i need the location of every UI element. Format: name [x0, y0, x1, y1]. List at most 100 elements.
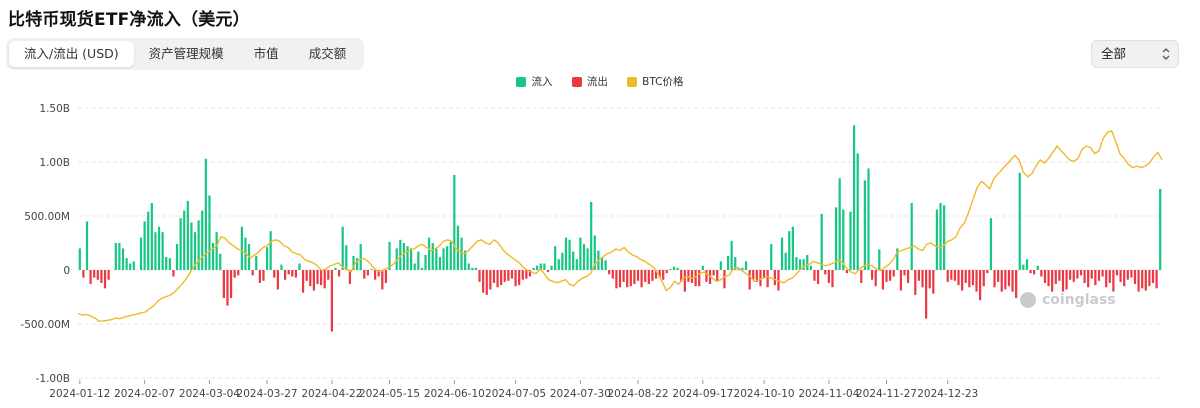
outflow-bar: [1043, 270, 1047, 283]
y-tick-label: 1.00B: [39, 157, 70, 169]
inflow-bar: [896, 248, 899, 270]
etf-filter-value: 全部: [1101, 46, 1127, 61]
inflow-bar: [838, 178, 841, 270]
x-tick-label: 2024-03-04: [179, 388, 240, 400]
page-title: 比特币现货ETF净流入（美元）: [8, 10, 250, 30]
inflow-bar: [943, 205, 946, 270]
x-tick-label: 2024-03-27: [237, 388, 298, 400]
outflow-bar: [237, 270, 240, 276]
outflow-bar: [626, 270, 629, 288]
coinglass-watermark: coinglass: [1020, 292, 1116, 308]
inflow-bar: [730, 240, 733, 270]
tab-flow-usd[interactable]: 流入/流出 (USD): [9, 41, 134, 67]
outflow-bar: [330, 270, 334, 332]
inflow-bar: [183, 210, 186, 270]
outflow-bar: [366, 270, 370, 276]
outflow-bar: [1069, 270, 1072, 280]
inflow-bar: [446, 246, 449, 270]
outflow-bar: [644, 270, 647, 282]
inflow-bar: [118, 243, 121, 270]
outflow-bar: [1015, 270, 1018, 299]
outflow-bar: [309, 270, 312, 287]
outflow-bar: [636, 270, 640, 281]
outflow-bar: [824, 270, 827, 275]
x-tick-label: 2024-07-30: [550, 388, 611, 400]
outflow-bar: [665, 270, 668, 274]
outflow-bar: [680, 270, 683, 282]
outflow-bar: [752, 270, 755, 280]
inflow-bar: [780, 237, 784, 270]
inflow-bar: [402, 243, 406, 270]
outflow-bar: [507, 270, 510, 281]
inflow-bar: [435, 248, 438, 270]
inflow-bar: [834, 207, 838, 270]
outflow-bar: [629, 270, 632, 287]
inflow-bar: [406, 246, 409, 270]
legend-item-btc-price[interactable]: BTC价格: [627, 74, 684, 89]
legend-label-outflow: 流出: [586, 76, 608, 88]
outflow-bar: [496, 270, 499, 288]
inflow-bar: [741, 267, 744, 270]
coinglass-logo-icon: [1020, 292, 1036, 308]
inflow-bar: [190, 222, 193, 270]
outflow-bar: [870, 270, 874, 280]
outflow-bar: [1108, 270, 1111, 283]
outflow-bar: [755, 270, 758, 282]
inflow-bar: [1036, 265, 1039, 270]
inflow-bar: [474, 267, 478, 270]
inflow-bar: [600, 257, 604, 270]
x-tick-label: 2024-04-22: [301, 388, 362, 400]
inflow-bar: [240, 226, 243, 270]
inflow-bar: [532, 267, 535, 270]
outflow-bar: [759, 270, 762, 287]
inflow-bar: [186, 200, 189, 270]
outflow-bar: [816, 270, 820, 285]
inflow-bar: [910, 203, 913, 270]
outflow-bar: [762, 270, 766, 278]
legend-label-inflow: 流入: [531, 76, 553, 88]
inflow-bar: [568, 239, 571, 270]
legend-item-inflow[interactable]: 流入: [516, 74, 552, 89]
inflow-bar: [572, 251, 575, 270]
tab-aum[interactable]: 资产管理规模: [148, 46, 224, 61]
outflow-bar: [662, 270, 665, 280]
inflow-bar: [255, 255, 258, 270]
outflow-bar: [100, 270, 103, 283]
y-tick-label: -500.00M: [20, 319, 70, 331]
legend-item-outflow[interactable]: 流出: [571, 74, 608, 89]
tab-volume[interactable]: 成交额: [308, 46, 347, 61]
outflow-bar: [874, 270, 877, 287]
tab-market-cap[interactable]: 市值: [253, 46, 279, 61]
outflow-bar: [1133, 270, 1137, 285]
outflow-bar: [827, 270, 830, 283]
outflow-bar: [283, 270, 287, 280]
inflow-bar: [842, 209, 845, 270]
x-tick-label: 2024-11-04: [798, 388, 859, 400]
outflow-bar: [503, 270, 506, 282]
outflow-bar: [993, 270, 996, 288]
legend-swatch-outflow: [571, 76, 582, 87]
inflow-bar: [442, 248, 445, 270]
outflow-bar: [273, 270, 276, 278]
outflow-bar: [510, 270, 514, 279]
outflow-bar: [716, 270, 719, 281]
x-tick-label: 2024-07-05: [485, 388, 546, 400]
x-tick-label: 2024-11-27: [856, 388, 917, 400]
inflow-bar: [420, 267, 424, 270]
inflow-bar: [806, 254, 809, 270]
inflow-bar: [770, 244, 773, 270]
inflow-bar: [939, 203, 942, 270]
inflow-bar: [744, 261, 748, 270]
btc-price-line: [77, 130, 1163, 322]
outflow-bar: [712, 270, 715, 276]
inflow-bar: [878, 249, 881, 270]
outflow-bar: [953, 270, 957, 281]
inflow-bar: [849, 211, 852, 270]
outflow-bar: [518, 270, 521, 286]
inflow-bar: [449, 241, 452, 270]
inflow-bar: [424, 254, 427, 270]
etf-filter-select[interactable]: 全部: [1091, 40, 1179, 68]
inflow-bar: [211, 243, 215, 270]
outflow-bar: [1097, 270, 1101, 281]
